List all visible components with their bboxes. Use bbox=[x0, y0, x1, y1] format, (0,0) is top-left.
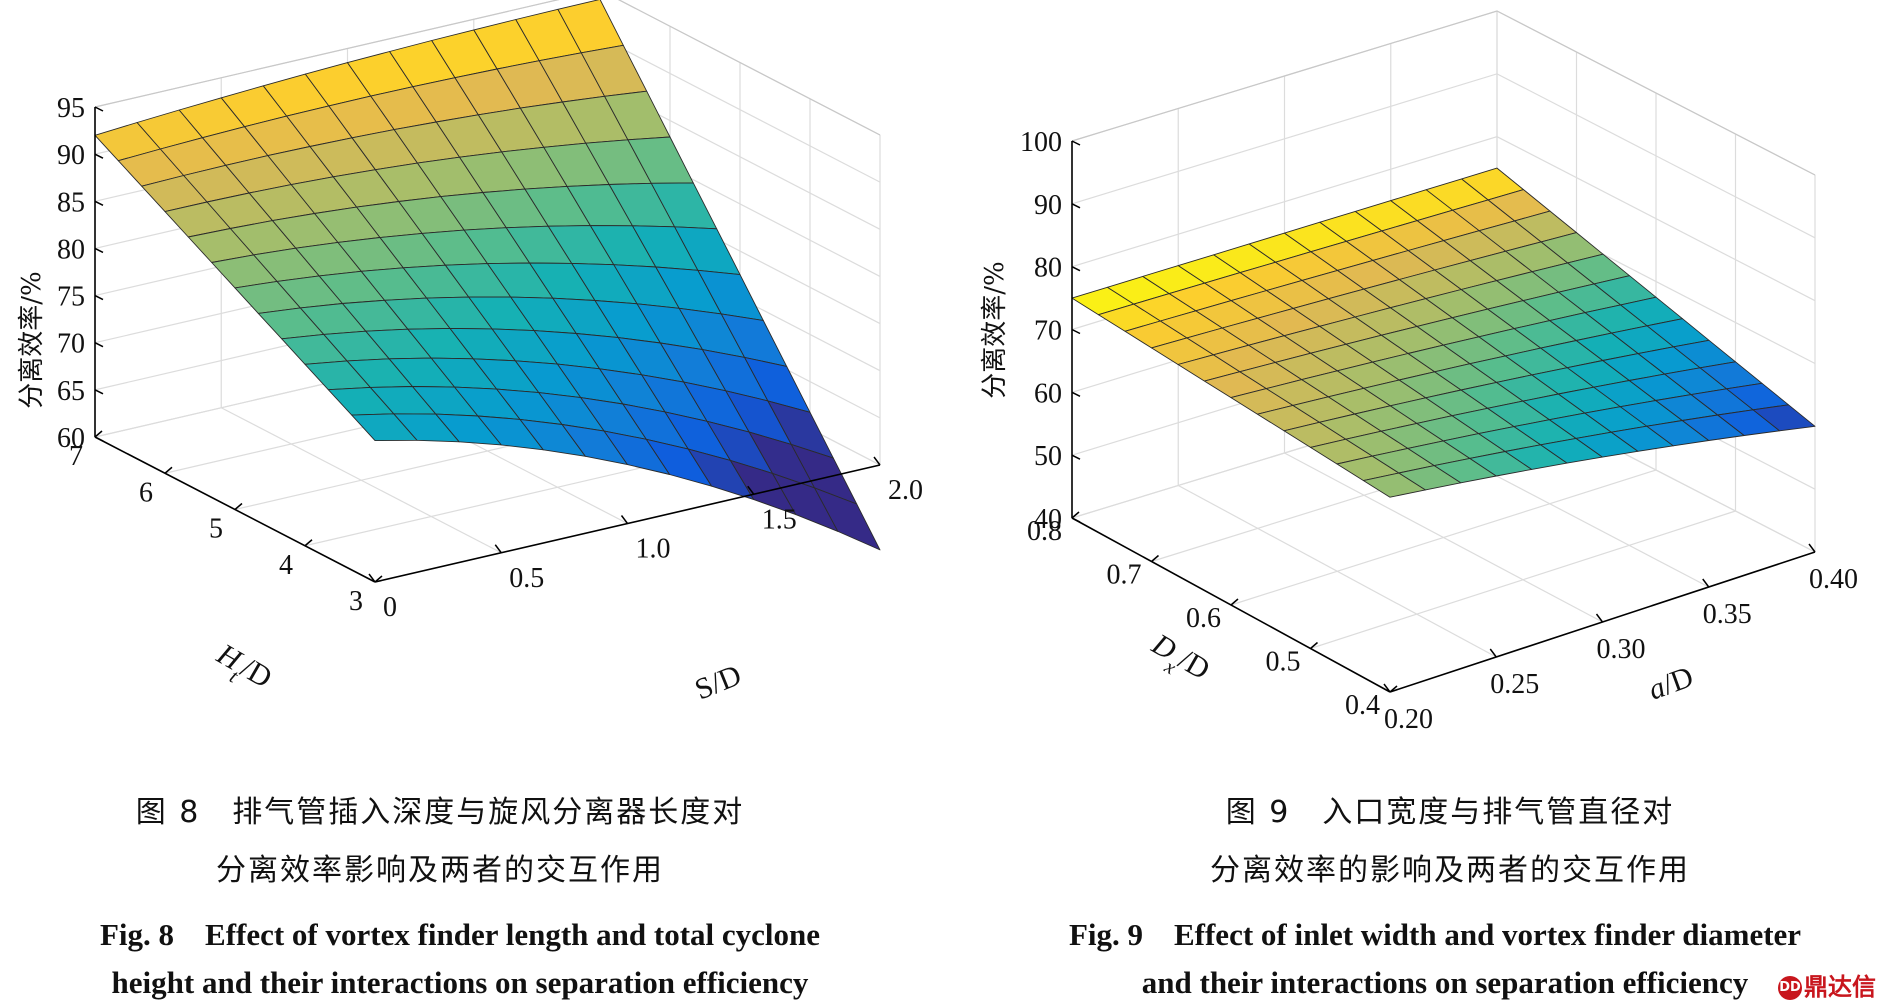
fig8-y-axis-label: Ht/D bbox=[206, 637, 277, 702]
y-tick-mark bbox=[1071, 511, 1080, 519]
z-tick-label: 70 bbox=[1034, 316, 1062, 347]
fig8-caption-cn-line1: 图 8 排气管插入深度与旋风分离器长度对 bbox=[135, 795, 745, 830]
y-tick-mark bbox=[1230, 598, 1239, 606]
y-tick-label: 5 bbox=[209, 514, 223, 545]
y-tick-mark bbox=[1151, 554, 1159, 563]
fig9-x-axis-label: a/D bbox=[1644, 660, 1698, 706]
x-tick-label: 2.0 bbox=[888, 475, 923, 506]
y-tick-label: 6 bbox=[139, 477, 153, 508]
watermark-badge: DD bbox=[1778, 976, 1802, 1000]
z-tick-label: 80 bbox=[1034, 253, 1062, 284]
fig9-caption-en-line1: Fig. 9 Effect of inlet width and vortex … bbox=[1068, 917, 1802, 952]
z-tick-mark bbox=[94, 342, 104, 348]
surface-patch bbox=[1752, 404, 1816, 432]
y-tick-mark bbox=[234, 502, 243, 511]
y-tick-label: 3 bbox=[349, 586, 363, 617]
z-tick-label: 60 bbox=[1034, 378, 1062, 409]
y-tick-mark bbox=[94, 430, 103, 438]
fig8-x-axis-label-part: S/D bbox=[690, 658, 746, 706]
z-tick-label: 75 bbox=[57, 282, 85, 313]
x-tick-mark bbox=[620, 515, 629, 524]
z-tick-mark bbox=[1071, 454, 1081, 460]
fig9-caption-cn-line2: 分离效率的影响及两者的交互作用 bbox=[1210, 853, 1690, 888]
z-tick-mark bbox=[1071, 140, 1081, 146]
y-tick-label: 0.6 bbox=[1186, 603, 1221, 634]
x-tick-label: 0.5 bbox=[509, 563, 544, 594]
x-tick-mark bbox=[747, 485, 755, 495]
z-tick-label: 90 bbox=[57, 140, 85, 171]
x-tick-mark bbox=[1808, 543, 1816, 553]
z-tick-label: 85 bbox=[57, 187, 85, 218]
y-tick-mark bbox=[1389, 685, 1398, 693]
fig9-caption-en-line2: and their interactions on separation eff… bbox=[1141, 965, 1749, 1000]
z-tick-label: 95 bbox=[57, 93, 85, 124]
floor-gridline bbox=[1310, 510, 1736, 650]
x-tick-label: 0.40 bbox=[1809, 564, 1858, 595]
fig8-z-axis-label: 分离效率/% bbox=[17, 271, 47, 408]
x-tick-label: 0.25 bbox=[1490, 669, 1539, 700]
watermark-logo: DD 鼎达信 bbox=[1778, 967, 1876, 1002]
y-tick-mark bbox=[164, 466, 173, 474]
x-tick-label: 0 bbox=[383, 592, 397, 623]
fig8-caption-en-line2: height and their interactions on separat… bbox=[111, 965, 809, 1000]
z-tick-mark bbox=[1071, 265, 1081, 272]
fig8-caption-en-line1: Fig. 8 Effect of vortex finder length an… bbox=[99, 917, 821, 952]
x-tick-label: 0.20 bbox=[1384, 704, 1433, 735]
z-tick-label: 80 bbox=[57, 234, 85, 265]
y-tick-mark bbox=[304, 539, 313, 547]
y-tick-label: 0.8 bbox=[1027, 516, 1062, 547]
box-top-edge bbox=[94, 0, 881, 136]
box-top-edge bbox=[1071, 10, 1816, 176]
y-tick-label: 7 bbox=[69, 441, 83, 472]
y-tick-label: 0.5 bbox=[1266, 647, 1301, 678]
z-tick-label: 60 bbox=[57, 423, 85, 454]
z-tick-mark bbox=[94, 247, 104, 254]
surface-patch bbox=[814, 487, 881, 551]
x-tick-label: 1.5 bbox=[762, 504, 797, 535]
x-tick-mark bbox=[1595, 613, 1604, 623]
back-wall-gridline bbox=[1071, 10, 1816, 176]
z-tick-mark bbox=[1071, 328, 1081, 335]
fig8-caption-cn-line2: 分离效率影响及两者的交互作用 bbox=[216, 853, 664, 888]
fig8-chart: 60 65 70 75 80 85 90 95 0 0.5 1.0 1.5 2.0 3 4 5 6 7 S/D Ht/… bbox=[17, 0, 923, 706]
z-tick-mark bbox=[1071, 203, 1081, 209]
fig8-y-axis-label-part: /D bbox=[235, 651, 277, 695]
fig9-y-axis-label: Dx/D bbox=[1141, 627, 1215, 694]
z-tick-mark bbox=[94, 200, 104, 206]
z-tick-label: 65 bbox=[57, 376, 85, 407]
x-tick-mark bbox=[1702, 578, 1710, 588]
y-tick-label: 0.4 bbox=[1345, 690, 1380, 721]
z-tick-label: 90 bbox=[1034, 190, 1062, 221]
z-tick-mark bbox=[1071, 391, 1081, 398]
z-tick-mark bbox=[94, 389, 104, 395]
fig9-y-axis-label-part: /D bbox=[1173, 643, 1215, 687]
x-tick-mark bbox=[873, 456, 881, 466]
x-tick-label: 0.35 bbox=[1703, 599, 1752, 630]
z-tick-mark bbox=[94, 153, 104, 159]
z-tick-label: 40 bbox=[1034, 504, 1062, 535]
fig9-caption-cn-line1: 图 9 入口宽度与排气管直径对 bbox=[1225, 795, 1675, 830]
x-tick-mark bbox=[494, 544, 502, 554]
fig9-z-axis-label: 分离效率/% bbox=[980, 261, 1010, 398]
x-tick-label: 0.30 bbox=[1597, 634, 1646, 665]
x-tick-label: 1.0 bbox=[636, 534, 671, 565]
fig9-chart: 40 50 60 70 80 90 100 0.20 0.25 0.30 0.35 0.40 0.4 0.… bbox=[980, 10, 1858, 735]
floor-gridline bbox=[1230, 469, 1657, 606]
z-tick-label: 50 bbox=[1034, 441, 1062, 472]
x-tick-mark bbox=[1489, 648, 1497, 658]
y-tick-mark bbox=[1310, 641, 1318, 650]
z-tick-label: 100 bbox=[1020, 127, 1062, 158]
z-tick-mark bbox=[94, 294, 104, 301]
z-tick-mark bbox=[94, 106, 104, 112]
y-tick-mark bbox=[374, 575, 383, 583]
watermark-text: 鼎达信 bbox=[1804, 973, 1876, 1001]
y-tick-label: 0.7 bbox=[1107, 560, 1142, 591]
z-tick-label: 70 bbox=[57, 329, 85, 360]
fig8-x-axis-label: S/D bbox=[690, 658, 746, 706]
y-tick-label: 4 bbox=[279, 550, 293, 581]
